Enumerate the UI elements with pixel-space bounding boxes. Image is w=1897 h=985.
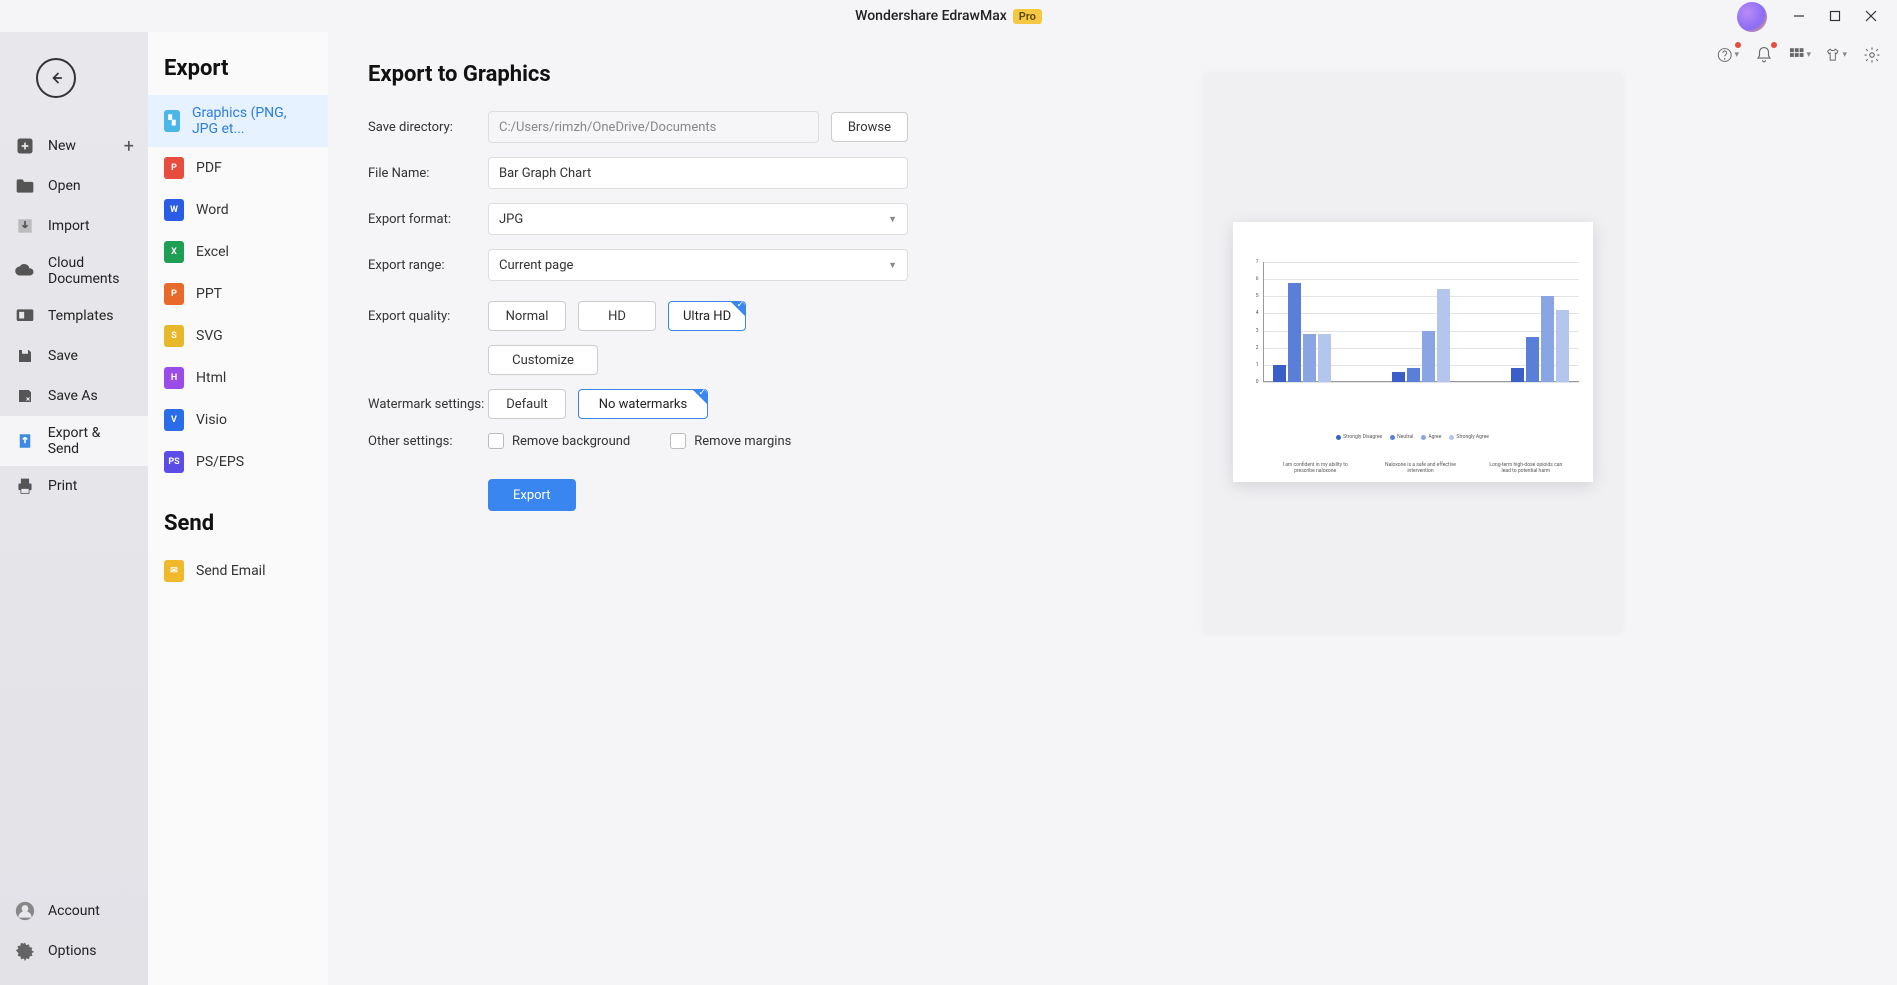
chevron-down-icon: ▼: [888, 260, 897, 271]
label-other: Other settings:: [368, 434, 488, 449]
send-heading: Send: [148, 511, 328, 550]
export-heading: Export: [148, 56, 328, 95]
quality-ultra[interactable]: Ultra HD: [668, 301, 746, 331]
svg-icon: S: [164, 325, 184, 347]
html-icon: H: [164, 367, 184, 389]
page-title: Export to Graphics: [368, 62, 908, 87]
label-savedir: Save directory:: [368, 120, 488, 135]
pdf-icon: P: [164, 157, 184, 179]
savedir-input[interactable]: [488, 111, 819, 143]
nav-new[interactable]: New+: [0, 126, 148, 166]
export-list: Export ▚Graphics (PNG, JPG et... PPDF WW…: [148, 32, 328, 985]
label-watermark: Watermark settings:: [368, 397, 488, 412]
bell-icon[interactable]: [1753, 44, 1775, 66]
export-visio[interactable]: VVisio: [148, 399, 328, 441]
email-icon: ✉: [164, 560, 184, 582]
export-html[interactable]: HHtml: [148, 357, 328, 399]
excel-icon: X: [164, 241, 184, 263]
pseps-icon: PS: [164, 451, 184, 473]
nav-open[interactable]: Open: [0, 166, 148, 206]
maximize-button[interactable]: [1817, 2, 1853, 30]
format-select[interactable]: JPG▼: [488, 203, 908, 235]
save-icon: [14, 345, 36, 367]
preview-card: 01234567 Strongly DisagreeNeutralAgreeSt…: [1203, 72, 1623, 632]
label-range: Export range:: [368, 258, 488, 273]
filename-input[interactable]: [488, 157, 908, 189]
help-icon[interactable]: ▾: [1717, 44, 1739, 66]
range-select[interactable]: Current page▼: [488, 249, 908, 281]
watermark-default[interactable]: Default: [488, 389, 566, 419]
apps-icon[interactable]: ▾: [1789, 44, 1811, 66]
plus-square-icon: [14, 135, 36, 157]
nav-account[interactable]: Account: [0, 891, 148, 931]
checkbox-icon: [488, 433, 504, 449]
nav-cloud[interactable]: Cloud Documents: [0, 246, 148, 296]
check-removebg[interactable]: Remove background: [488, 433, 630, 449]
export-graphics[interactable]: ▚Graphics (PNG, JPG et...: [148, 95, 328, 147]
templates-icon: [14, 305, 36, 327]
export-form: Export to Graphics Save directory: Brows…: [368, 62, 908, 955]
word-icon: W: [164, 199, 184, 221]
export-ppt[interactable]: PPPT: [148, 273, 328, 315]
export-pseps[interactable]: PSPS/EPS: [148, 441, 328, 483]
pro-badge: Pro: [1013, 9, 1042, 24]
browse-button[interactable]: Browse: [831, 112, 908, 142]
checkbox-icon: [670, 433, 686, 449]
nav-templates[interactable]: Templates: [0, 296, 148, 336]
avatar[interactable]: [1737, 2, 1767, 32]
gear-icon[interactable]: [1861, 44, 1883, 66]
export-icon: [14, 430, 36, 452]
ppt-icon: P: [164, 283, 184, 305]
app-title: Wondershare EdrawMax: [855, 8, 1007, 24]
close-button[interactable]: [1853, 2, 1889, 30]
minimize-button[interactable]: [1781, 2, 1817, 30]
nav-options[interactable]: Options: [0, 931, 148, 971]
label-filename: File Name:: [368, 166, 488, 181]
export-excel[interactable]: XExcel: [148, 231, 328, 273]
shirt-icon[interactable]: ▾: [1825, 44, 1847, 66]
plus-icon[interactable]: +: [124, 136, 134, 157]
header-toolbar: ▾ ▾ ▾: [1717, 44, 1883, 66]
titlebar: Wondershare EdrawMax Pro: [0, 0, 1897, 32]
visio-icon: V: [164, 409, 184, 431]
quality-hd[interactable]: HD: [578, 301, 656, 331]
print-icon: [14, 475, 36, 497]
chart-preview: 01234567 Strongly DisagreeNeutralAgreeSt…: [1233, 222, 1593, 482]
export-pdf[interactable]: PPDF: [148, 147, 328, 189]
nav-saveas[interactable]: Save As: [0, 376, 148, 416]
folder-icon: [14, 175, 36, 197]
export-word[interactable]: WWord: [148, 189, 328, 231]
nav-exportsend[interactable]: Export & Send: [0, 416, 148, 466]
quality-normal[interactable]: Normal: [488, 301, 566, 331]
quality-customize[interactable]: Customize: [488, 345, 598, 375]
user-icon: [14, 900, 36, 922]
export-button[interactable]: Export: [488, 479, 576, 511]
import-icon: [14, 215, 36, 237]
label-format: Export format:: [368, 212, 488, 227]
export-svg[interactable]: SSVG: [148, 315, 328, 357]
primary-nav: New+ Open Import Cloud Documents Templat…: [0, 32, 148, 985]
nav-import[interactable]: Import: [0, 206, 148, 246]
back-button[interactable]: [36, 58, 76, 98]
cloud-icon: [14, 260, 36, 282]
nav-print[interactable]: Print: [0, 466, 148, 506]
label-quality: Export quality:: [368, 309, 488, 324]
saveas-icon: [14, 385, 36, 407]
check-removemargins[interactable]: Remove margins: [670, 433, 791, 449]
gear-icon: [14, 940, 36, 962]
image-icon: ▚: [164, 110, 180, 132]
watermark-none[interactable]: No watermarks: [578, 389, 708, 419]
chevron-down-icon: ▼: [888, 214, 897, 225]
send-email[interactable]: ✉Send Email: [148, 550, 328, 592]
nav-save[interactable]: Save: [0, 336, 148, 376]
